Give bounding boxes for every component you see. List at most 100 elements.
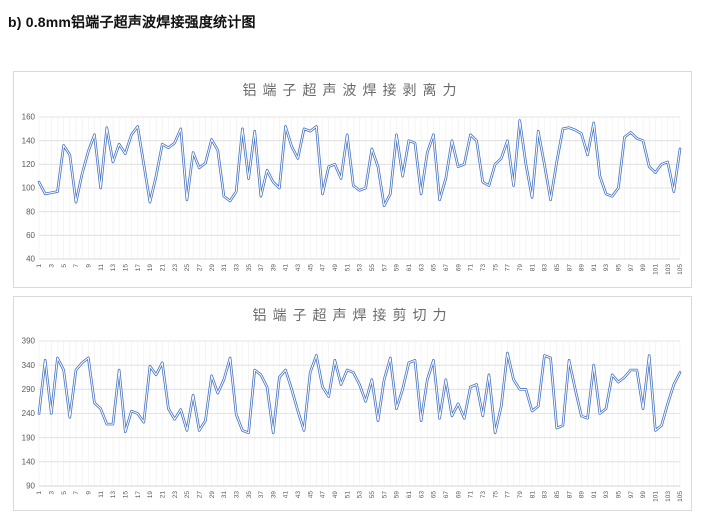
svg-text:390: 390 [22,337,36,346]
svg-text:340: 340 [22,361,36,370]
svg-text:35: 35 [246,491,253,499]
svg-text:89: 89 [579,264,586,272]
svg-text:7: 7 [73,264,80,268]
svg-text:63: 63 [418,491,425,499]
svg-text:59: 59 [394,264,401,272]
svg-text:99: 99 [640,491,647,499]
svg-text:40: 40 [26,255,35,264]
svg-text:140: 140 [22,136,36,145]
svg-text:13: 13 [110,491,117,499]
svg-text:67: 67 [443,491,450,499]
svg-text:91: 91 [591,491,598,499]
svg-text:65: 65 [431,491,438,499]
svg-text:87: 87 [566,491,573,499]
svg-text:43: 43 [295,264,302,272]
svg-text:93: 93 [603,264,610,272]
svg-text:140: 140 [22,457,36,466]
svg-text:101: 101 [653,491,660,502]
svg-text:90: 90 [26,482,35,491]
svg-text:55: 55 [369,491,376,499]
svg-text:83: 83 [542,491,549,499]
svg-text:21: 21 [159,491,166,499]
svg-text:15: 15 [122,264,129,272]
svg-text:27: 27 [196,264,203,272]
svg-text:17: 17 [135,264,142,272]
svg-text:120: 120 [22,160,36,169]
svg-text:290: 290 [22,385,36,394]
svg-text:1: 1 [36,491,43,495]
svg-text:80: 80 [26,207,35,216]
svg-text:41: 41 [283,491,290,499]
page-heading: b) 0.8mm铝端子超声波焊接强度统计图 [8,14,256,30]
svg-text:31: 31 [221,264,228,272]
svg-text:9: 9 [86,491,93,495]
svg-text:11: 11 [98,491,105,498]
svg-text:23: 23 [172,491,179,499]
svg-text:25: 25 [184,491,191,499]
svg-text:49: 49 [332,491,339,499]
svg-text:63: 63 [418,264,425,272]
svg-text:99: 99 [640,264,647,272]
svg-text:73: 73 [480,491,487,499]
svg-text:105: 105 [677,264,684,275]
svg-text:47: 47 [320,264,327,272]
svg-text:67: 67 [443,264,450,272]
svg-text:91: 91 [591,264,598,272]
svg-text:61: 61 [406,491,413,499]
svg-text:17: 17 [135,491,142,499]
svg-text:103: 103 [665,491,672,502]
svg-text:51: 51 [344,491,351,499]
svg-text:83: 83 [542,264,549,272]
svg-text:75: 75 [492,264,499,272]
svg-text:25: 25 [184,264,191,272]
svg-text:5: 5 [61,264,68,268]
svg-text:75: 75 [492,491,499,499]
svg-text:57: 57 [381,491,388,499]
svg-text:79: 79 [517,491,524,499]
svg-text:57: 57 [381,264,388,272]
svg-text:81: 81 [529,491,536,499]
svg-text:65: 65 [431,264,438,272]
svg-text:11: 11 [98,264,105,271]
svg-text:13: 13 [110,264,117,272]
svg-text:93: 93 [603,491,610,499]
svg-text:85: 85 [554,491,561,499]
svg-text:33: 33 [233,491,240,499]
svg-text:37: 37 [258,491,265,499]
svg-text:29: 29 [209,264,216,272]
svg-text:47: 47 [320,491,327,499]
svg-text:190: 190 [22,433,36,442]
svg-text:81: 81 [529,264,536,272]
svg-text:5: 5 [61,491,68,495]
svg-text:95: 95 [616,264,623,272]
svg-text:85: 85 [554,264,561,272]
svg-text:51: 51 [344,264,351,272]
svg-text:41: 41 [283,264,290,272]
svg-text:1: 1 [36,264,43,268]
svg-text:77: 77 [505,264,512,272]
svg-text:60: 60 [26,231,35,240]
peel-force-chart: 铝端子超声波焊接剥离力 160 140 120 100 80 60 40 1 3 5 7 9 11 13 1… [13,71,692,288]
svg-text:35: 35 [246,264,253,272]
svg-text:89: 89 [579,491,586,499]
svg-text:97: 97 [628,491,635,499]
svg-text:87: 87 [566,264,573,272]
svg-text:103: 103 [665,264,672,275]
svg-text:59: 59 [394,491,401,499]
svg-text:27: 27 [196,491,203,499]
svg-text:45: 45 [307,491,314,499]
svg-text:29: 29 [209,491,216,499]
svg-text:79: 79 [517,264,524,272]
svg-text:69: 69 [455,491,462,499]
svg-text:101: 101 [653,264,660,275]
chart-title-peel-force: 铝端子超声波焊接剥离力 [242,82,463,98]
svg-text:160: 160 [22,113,36,122]
svg-text:19: 19 [147,491,154,499]
svg-text:39: 39 [270,491,277,499]
svg-text:240: 240 [22,409,36,418]
svg-text:31: 31 [221,491,228,499]
svg-text:37: 37 [258,264,265,272]
svg-text:23: 23 [172,264,179,272]
svg-text:49: 49 [332,264,339,272]
